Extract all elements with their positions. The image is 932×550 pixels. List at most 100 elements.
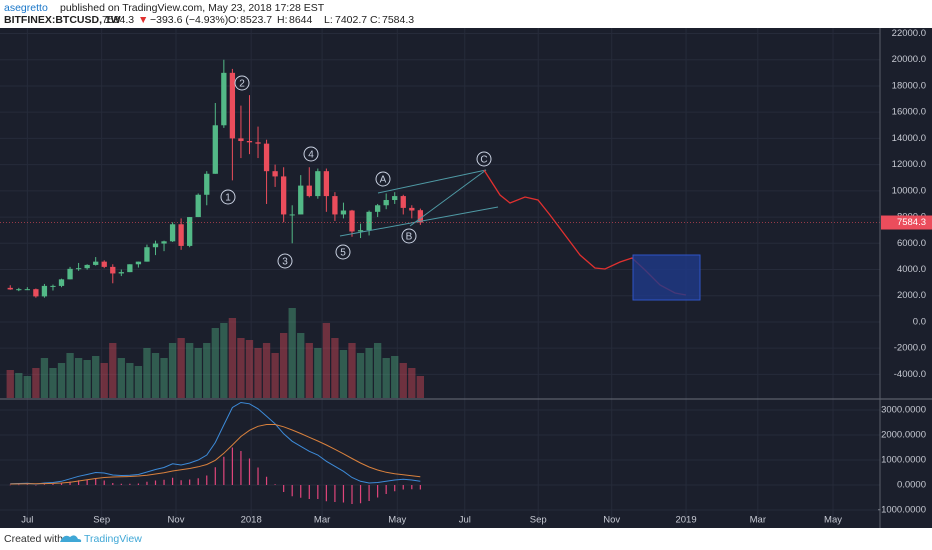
- header-bg: [0, 0, 932, 28]
- x-tick-label: 2018: [241, 515, 262, 526]
- wave-label: 1: [225, 193, 231, 204]
- volume-bar: [322, 323, 331, 398]
- macd-hist: [291, 485, 293, 497]
- volume-bar: [100, 363, 108, 398]
- candles: [7, 59, 423, 298]
- macd-hist: [308, 485, 310, 499]
- candle-body: [366, 211, 372, 231]
- volume-bar: [15, 373, 23, 398]
- candle-body: [178, 224, 184, 246]
- macd-hist: [180, 480, 182, 485]
- volume-bar: [356, 353, 365, 398]
- macd-line: [10, 401, 421, 485]
- volume: [6, 308, 424, 398]
- wave-circle: [401, 228, 417, 244]
- x-tick-label: May: [824, 515, 842, 526]
- macd-hist: [78, 480, 80, 485]
- change-arrow: ▼: [138, 14, 148, 26]
- candle-body: [349, 210, 355, 232]
- macd-hist: [342, 485, 345, 503]
- wave-label: C: [480, 155, 487, 166]
- y-tick-label: 2000.0: [897, 290, 926, 301]
- candle-body: [246, 141, 253, 143]
- candle-body: [263, 143, 270, 172]
- wave-circle: [277, 253, 293, 269]
- macd-hist: [248, 458, 251, 485]
- candle-body: [169, 224, 176, 242]
- y-tick-label: 22000.0: [892, 28, 926, 39]
- candle-body: [41, 285, 48, 297]
- macd-hist: [411, 485, 413, 490]
- volume-bar: [49, 368, 57, 398]
- macd-hist: [385, 485, 387, 494]
- macd-hist: [359, 485, 362, 504]
- volume-bar: [92, 356, 100, 398]
- candle-body: [238, 138, 244, 142]
- volume-bar: [331, 338, 339, 398]
- x-tick-label: Jul: [459, 515, 471, 526]
- volume-bar: [32, 368, 40, 398]
- x-tick-label: Jul: [21, 515, 33, 526]
- candle-body: [93, 261, 99, 265]
- volume-bar: [262, 343, 271, 398]
- y-tick-label: 0.0: [913, 316, 926, 327]
- candle-body: [255, 142, 261, 144]
- macd-hist: [274, 484, 276, 485]
- volume-bar: [203, 343, 211, 398]
- volume-bar: [134, 366, 143, 398]
- candle-body: [323, 171, 330, 197]
- x-tick-label: Mar: [314, 515, 330, 526]
- candle-body: [16, 289, 22, 291]
- candle-body: [58, 279, 65, 286]
- last-price-box: [881, 215, 932, 230]
- volume-bar: [74, 358, 83, 398]
- change: −393.6 (−4.93%): [150, 14, 228, 26]
- macd-hist: [43, 484, 46, 485]
- candle-body: [315, 171, 321, 197]
- volume-bar: [66, 353, 74, 398]
- wave-label: 2: [239, 79, 245, 90]
- macd-hist: [231, 447, 233, 485]
- h-value: 8644: [289, 14, 313, 26]
- wave-circle: [220, 189, 236, 205]
- y-tick-label: 16000.0: [892, 107, 926, 118]
- target-box: [632, 254, 701, 301]
- footer-bg: [0, 528, 932, 550]
- h-label: H:: [277, 14, 288, 26]
- candle-body: [383, 200, 389, 206]
- macd-hist: [402, 485, 404, 490]
- volume-bar: [177, 338, 185, 398]
- candle-body: [289, 214, 295, 216]
- macd-hist: [146, 481, 148, 485]
- y-tick-label: -4000.0: [894, 369, 926, 380]
- candle-body: [409, 207, 415, 211]
- wave-labels: [220, 75, 492, 269]
- footer-brand[interactable]: TradingView: [84, 533, 142, 545]
- o-label: O:: [228, 14, 239, 26]
- author[interactable]: asegretto: [4, 2, 48, 14]
- candle-body: [75, 268, 82, 270]
- axes: 22000.020000.018000.016000.014000.012000…: [0, 28, 932, 526]
- candle-body: [340, 210, 347, 215]
- candle-body: [127, 264, 133, 273]
- volume-bar: [280, 333, 288, 398]
- macd-hist: [95, 479, 97, 485]
- candle-body: [118, 272, 124, 274]
- volume-bar: [143, 348, 151, 398]
- y-tick-label: 14000.0: [892, 133, 926, 144]
- l-label: L:: [324, 14, 333, 26]
- x-tick-label: Sep: [530, 515, 547, 526]
- macd-hist: [189, 479, 191, 485]
- macd-hist: [368, 485, 370, 501]
- drawings: [339, 169, 701, 301]
- footer-created: Created with: [4, 533, 63, 545]
- candle-body: [33, 289, 39, 297]
- macd-panel: [9, 401, 421, 504]
- wave-label: 4: [308, 150, 314, 161]
- volume-bar: [160, 358, 168, 398]
- macd-hist: [351, 485, 353, 504]
- y-tick-label: 10000.0: [892, 185, 926, 196]
- macd-hist: [265, 476, 268, 485]
- macd-hist: [197, 478, 199, 485]
